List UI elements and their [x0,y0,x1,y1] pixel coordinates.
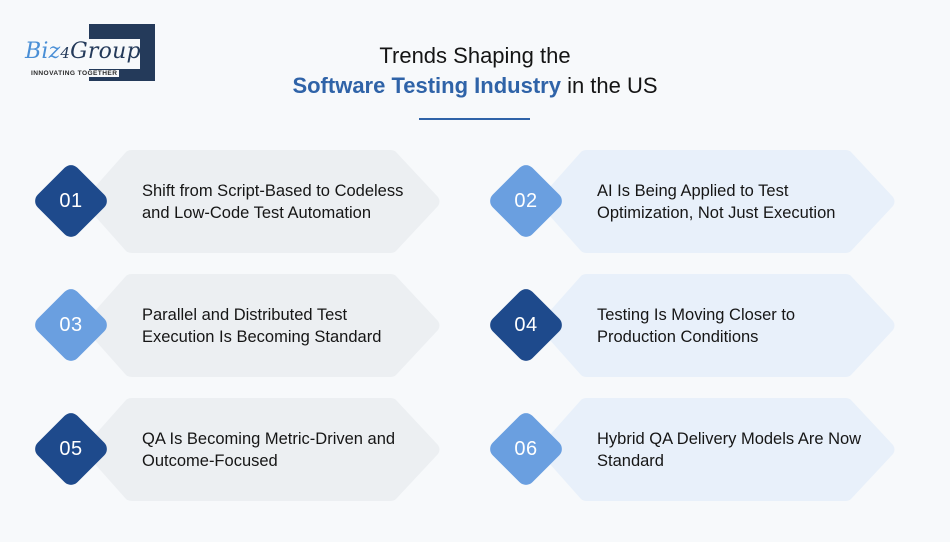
page-title: Trends Shaping the Software Testing Indu… [0,41,950,101]
trend-card-04: 04 Testing Is Moving Closer to Productio… [485,274,915,377]
trend-card-06: 06 Hybrid QA Delivery Models Are Now Sta… [485,398,915,501]
trend-text: QA Is Becoming Metric-Driven and Outcome… [142,429,396,470]
title-divider [419,118,530,120]
trend-card-02: 02 AI Is Being Applied to Test Optimizat… [485,150,915,253]
trend-text: Parallel and Distributed Test Execution … [142,305,382,346]
trend-card-03: 03 Parallel and Distributed Test Executi… [30,274,460,377]
logo-biz: Biz [25,39,61,64]
trend-number: 04 [514,314,538,336]
trend-card-01: 01 Shift from Script-Based to Codeless a… [30,150,460,253]
hexagon-card-shape [82,274,440,377]
trend-number: 02 [514,190,538,212]
hexagon-card-shape [82,398,440,501]
trend-number: 05 [59,438,83,460]
trend-number: 06 [514,438,538,460]
title-accent: Software Testing Industry [292,73,561,98]
hexagon-card-shape [82,150,440,253]
hexagon-card-shape [537,398,895,501]
trend-text: Hybrid QA Delivery Models Are Now Standa… [597,429,862,470]
trend-text: Shift from Script-Based to Codeless and … [142,181,404,222]
hexagon-card-shape [537,274,895,377]
trend-number: 01 [59,190,83,212]
logo-group: Group [70,39,141,64]
logo-wordmark: Biz4Group [25,40,141,65]
title-line-2: Software Testing Industry in the US [0,71,950,101]
trend-card-05: 05 QA Is Becoming Metric-Driven and Outc… [30,398,460,501]
trend-number: 03 [59,314,83,336]
trend-text: AI Is Being Applied to Test Optimization… [597,181,836,222]
title-suffix: in the US [560,73,658,98]
logo-tagline: INNOVATING TOGETHER [31,70,120,77]
logo-four: 4 [60,44,71,62]
biz4group-logo: Biz4Group INNOVATING TOGETHER [22,24,157,84]
title-line-1: Trends Shaping the [379,43,571,68]
trend-text: Testing Is Moving Closer to Production C… [597,305,796,346]
hexagon-card-shape [537,150,895,253]
